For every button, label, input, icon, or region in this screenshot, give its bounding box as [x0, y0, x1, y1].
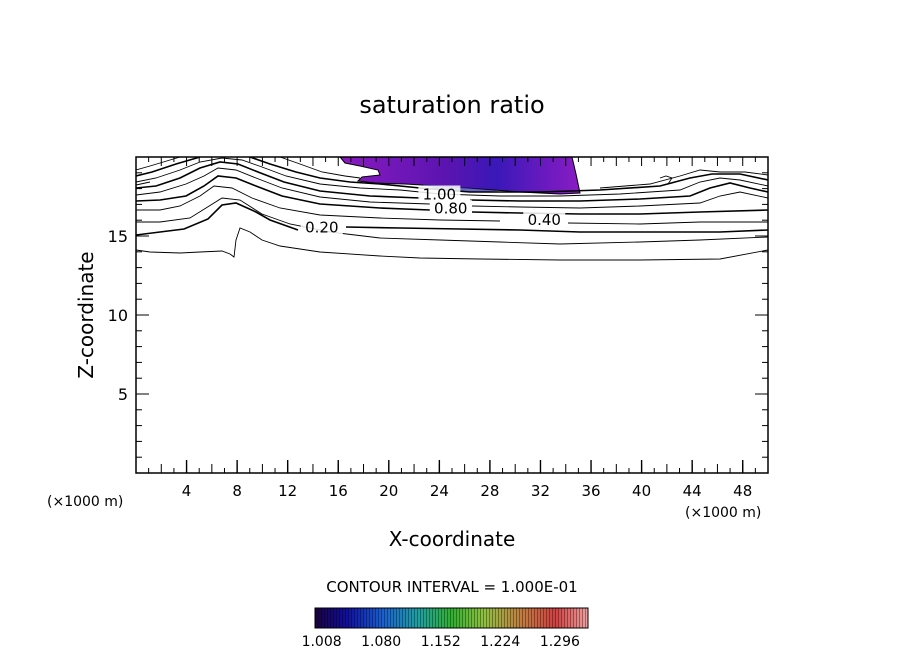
x-tick-label: 44	[683, 482, 702, 500]
contour-line	[136, 227, 768, 261]
contour-label-bg	[429, 199, 472, 216]
x-tick-label: 48	[733, 482, 752, 500]
contour-interval: CONTOUR INTERVAL = 1.000E-01	[326, 578, 577, 596]
contour-line	[136, 185, 768, 225]
x-tick-label: 36	[581, 482, 600, 500]
y-axis-label: Z-coordinate	[74, 251, 98, 378]
contour-line	[136, 167, 768, 209]
contour-label-bg	[418, 185, 461, 202]
colorbar-tick-label: 1.152	[421, 634, 461, 650]
contour-label: 0.80	[434, 200, 467, 218]
colorbar-tick-label: 1.080	[361, 634, 401, 650]
x-tick-label: 12	[278, 482, 297, 500]
x-tick-label: 8	[232, 482, 242, 500]
x-tick-label: 20	[379, 482, 398, 500]
plot-content: 0.20 0.40 0.801.00	[136, 157, 768, 261]
x-tick-label: 40	[632, 482, 651, 500]
contour-line	[136, 175, 677, 186]
contour-lines	[136, 157, 768, 261]
x-axis: 4 8 12 16 20 24 28 32 36 40 44 48	[148, 157, 756, 500]
contour-line	[136, 157, 768, 193]
x-tick-label: 16	[329, 482, 348, 500]
colorbar-tick-label: 1.008	[302, 634, 342, 650]
x-unit-left: (×1000 m)	[47, 494, 123, 510]
contour-label: 0.20	[305, 219, 338, 237]
contour-label: 0.40	[528, 211, 561, 229]
contour-line	[136, 161, 768, 202]
x-tick-label: 32	[531, 482, 550, 500]
chart-title: saturation ratio	[359, 91, 544, 119]
contour-line	[136, 157, 768, 197]
y-tick-label: 5	[118, 385, 128, 404]
contour-label-layer: 0.20 0.40 0.801.00	[300, 185, 566, 237]
contour-label: 1.00	[423, 186, 456, 204]
colorbar-tick-label: 1.296	[540, 634, 580, 650]
contour-line	[136, 175, 768, 215]
colorbar-tick-label: 1.224	[480, 634, 520, 650]
contour-label-bg	[523, 210, 566, 227]
x-unit-right: (×1000 m)	[685, 505, 761, 521]
y-tick-label: 10	[108, 306, 128, 325]
y-axis: 5 10 15	[108, 172, 768, 458]
x-tick-label: 24	[430, 482, 449, 500]
x-axis-label: X-coordinate	[389, 527, 516, 551]
contour-label-bg	[300, 218, 343, 235]
contour-line	[136, 202, 768, 236]
supersaturated-region	[339, 157, 581, 195]
contour-line	[136, 157, 768, 189]
y-tick-label: 15	[108, 227, 128, 246]
x-tick-label: 28	[480, 482, 499, 500]
x-tick-label: 4	[182, 482, 192, 500]
colorbar: 1.008 1.080 1.152 1.224 1.296	[302, 607, 589, 650]
